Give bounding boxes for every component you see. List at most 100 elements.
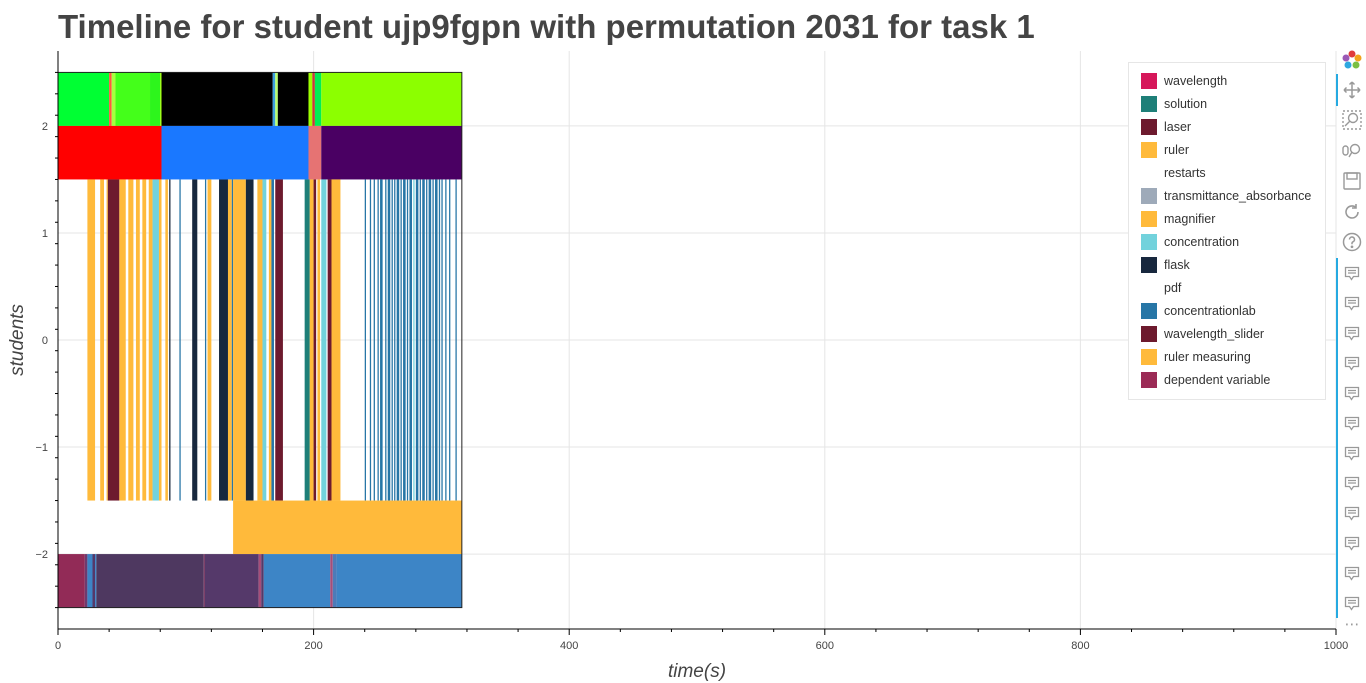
legend-item[interactable]: wavelength_slider	[1141, 324, 1264, 344]
timeline-segment	[96, 554, 204, 608]
timeline-segment	[107, 179, 120, 501]
legend-item[interactable]: concentration	[1141, 232, 1239, 252]
legend-item[interactable]: laser	[1141, 117, 1191, 137]
timeline-segment	[419, 179, 421, 501]
legend-item[interactable]: ruler	[1141, 140, 1189, 160]
legend-item[interactable]: pdf	[1141, 278, 1181, 298]
legend-swatch	[1141, 188, 1157, 204]
timeline-segment	[449, 179, 451, 501]
hover-icon[interactable]	[1340, 502, 1364, 526]
timeline-segment	[321, 72, 462, 126]
legend-item[interactable]: solution	[1141, 94, 1207, 114]
timeline-segment	[119, 179, 126, 501]
y-axis-label: students	[7, 304, 28, 376]
legend-item[interactable]: flask	[1141, 255, 1190, 275]
hover-icon[interactable]	[1340, 382, 1364, 406]
legend-item[interactable]: transmittance_absorbance	[1141, 186, 1311, 206]
hover-icon[interactable]	[1340, 322, 1364, 346]
timeline-segment	[380, 179, 383, 501]
y-tick-label: 2	[42, 121, 48, 133]
timeline-segment	[161, 72, 273, 126]
legend-item[interactable]: concentrationlab	[1141, 301, 1256, 321]
legend-item[interactable]: restarts	[1141, 163, 1206, 183]
wheel-zoom-icon[interactable]	[1340, 139, 1364, 163]
timeline-segment	[92, 554, 96, 608]
x-tick-label: 0	[55, 640, 61, 652]
legend-item[interactable]: wavelength	[1141, 71, 1227, 91]
legend-label: solution	[1164, 97, 1208, 111]
timeline-segment	[364, 179, 366, 501]
timeline-segment	[233, 500, 462, 555]
legend-label: dependent variable	[1164, 373, 1271, 387]
save-icon[interactable]	[1340, 169, 1364, 193]
timeline-segment	[95, 554, 97, 608]
timeline-segment	[413, 179, 415, 501]
hover-icon[interactable]	[1340, 292, 1364, 316]
x-tick-label: 200	[304, 640, 322, 652]
timeline-segment	[245, 179, 254, 501]
active-tool-indicator	[1336, 74, 1338, 106]
hover-icon[interactable]	[1340, 412, 1364, 436]
legend-swatch	[1141, 142, 1157, 158]
hover-icon[interactable]	[1340, 532, 1364, 556]
y-tick-label: −1	[35, 442, 48, 454]
timeline-segment	[373, 179, 375, 501]
hover-icon[interactable]	[1340, 472, 1364, 496]
timeline-segment	[262, 179, 267, 501]
legend-swatch	[1141, 96, 1157, 112]
help-icon[interactable]	[1340, 230, 1364, 254]
timeline-segment	[321, 179, 327, 501]
timeline-segment	[135, 179, 140, 501]
legend-swatch	[1141, 234, 1157, 250]
timeline-segment	[369, 179, 372, 501]
timeline-segment	[438, 179, 441, 501]
timeline-segment	[227, 179, 232, 501]
timeline-segment	[406, 179, 409, 501]
timeline-segment	[277, 72, 309, 126]
legend-label: wavelength	[1164, 74, 1228, 88]
timeline-segment	[257, 179, 263, 501]
more-icon[interactable]: ⋯	[1344, 615, 1360, 633]
timeline-segment	[391, 179, 393, 501]
timeline-segment	[275, 179, 283, 501]
timeline-segment	[231, 179, 234, 501]
legend-swatch	[1141, 349, 1157, 365]
timeline-segment	[422, 179, 425, 501]
legend-item[interactable]: dependent variable	[1141, 370, 1270, 390]
hover-icon[interactable]	[1340, 562, 1364, 586]
hover-icon[interactable]	[1340, 262, 1364, 286]
timeline-segment	[435, 179, 438, 501]
timeline-segment	[385, 179, 387, 501]
timeline-segment	[308, 72, 313, 126]
box-zoom-icon[interactable]	[1340, 108, 1364, 132]
legend-label: concentrationlab	[1164, 304, 1256, 318]
legend-swatch	[1141, 280, 1157, 296]
x-axis-label: time(s)	[668, 661, 726, 682]
legend-label: laser	[1164, 120, 1192, 134]
timeline-segment	[263, 554, 331, 608]
legend-item[interactable]: magnifier	[1141, 209, 1215, 229]
timeline-segment	[115, 72, 151, 126]
timeline-segment	[58, 125, 162, 180]
hover-icon[interactable]	[1340, 442, 1364, 466]
timeline-segment	[84, 554, 88, 608]
timeline-segment	[106, 179, 108, 501]
bokeh-logo-icon[interactable]	[1340, 48, 1364, 72]
legend-swatch	[1141, 326, 1157, 342]
legend-item[interactable]: ruler measuring	[1141, 347, 1251, 367]
timeline-segment	[158, 179, 162, 501]
hover-icon[interactable]	[1340, 352, 1364, 376]
timeline-segment	[142, 179, 147, 501]
y-tick-label: −2	[35, 549, 48, 561]
timeline-segment	[336, 554, 462, 608]
reset-icon[interactable]	[1340, 200, 1364, 224]
legend-swatch	[1141, 211, 1157, 227]
timeline-segment	[330, 554, 333, 608]
timeline-segment	[445, 179, 447, 501]
pan-icon[interactable]	[1340, 78, 1364, 102]
timeline-segment	[87, 554, 93, 608]
timeline-segment	[152, 179, 159, 501]
hover-icon[interactable]	[1340, 592, 1364, 616]
legend-swatch	[1141, 119, 1157, 135]
